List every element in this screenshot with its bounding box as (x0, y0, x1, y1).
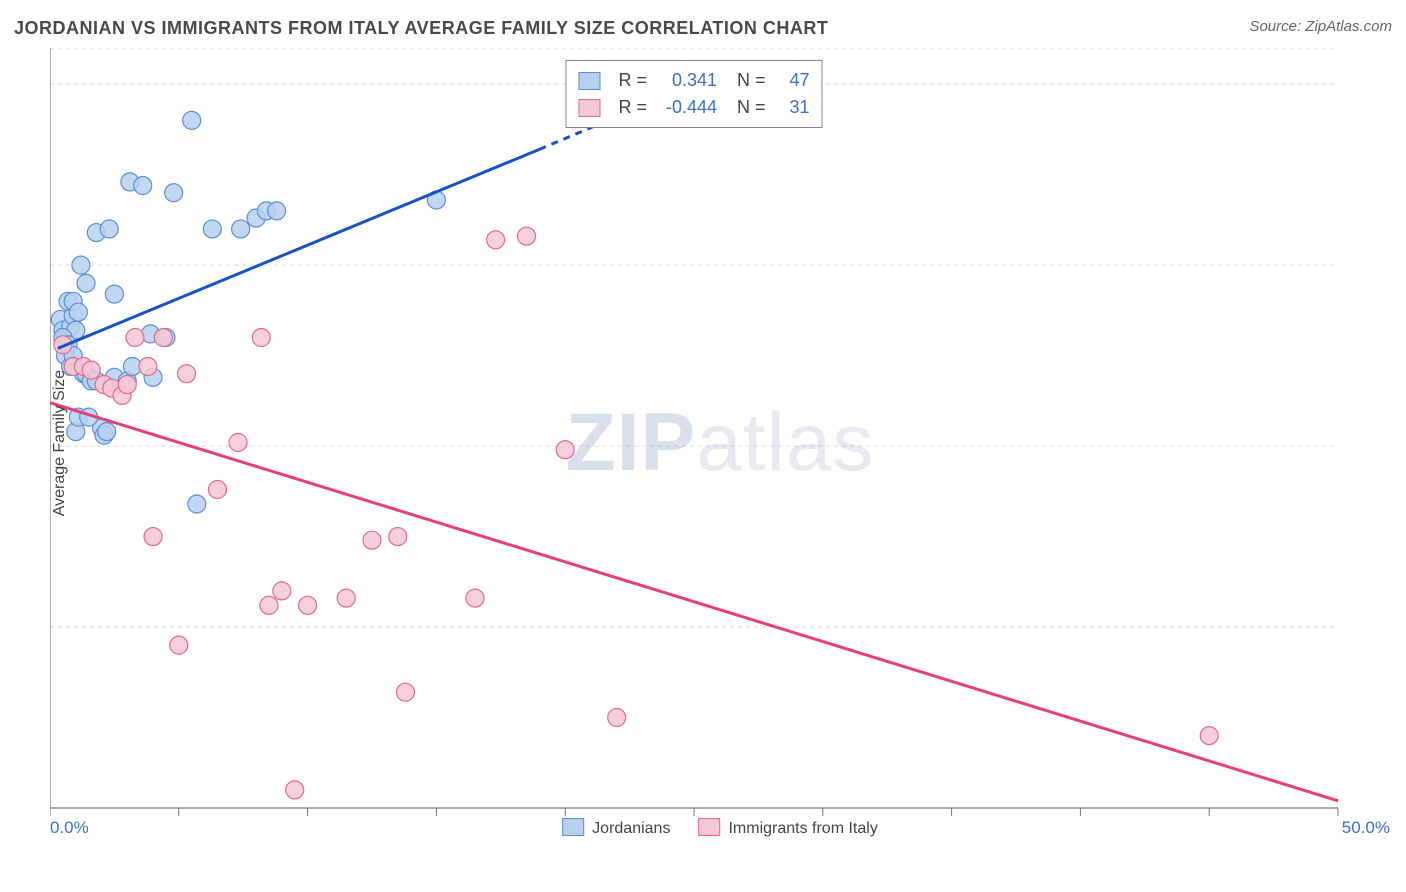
series-legend: Jordanians Immigrants from Italy (562, 818, 878, 838)
plot-container: Average Family Size ZIPatlas 2.503.003.5… (50, 48, 1390, 838)
chart-title: JORDANIAN VS IMMIGRANTS FROM ITALY AVERA… (14, 18, 828, 38)
source-attribution: Source: ZipAtlas.com (1249, 18, 1392, 35)
x-axis-max-label: 50.0% (1342, 818, 1390, 838)
legend-item-italy: Immigrants from Italy (698, 818, 877, 838)
x-axis-min-label: 0.0% (50, 818, 89, 838)
y-axis-label: Average Family Size (51, 370, 69, 516)
legend-item-jordanians: Jordanians (562, 818, 670, 838)
correlation-row-italy: R =-0.444N =31 (578, 94, 809, 121)
correlation-legend: R =0.341N =47R =-0.444N =31 (565, 60, 822, 128)
scatter-plot (50, 48, 1390, 838)
correlation-row-jordanians: R =0.341N =47 (578, 67, 809, 94)
